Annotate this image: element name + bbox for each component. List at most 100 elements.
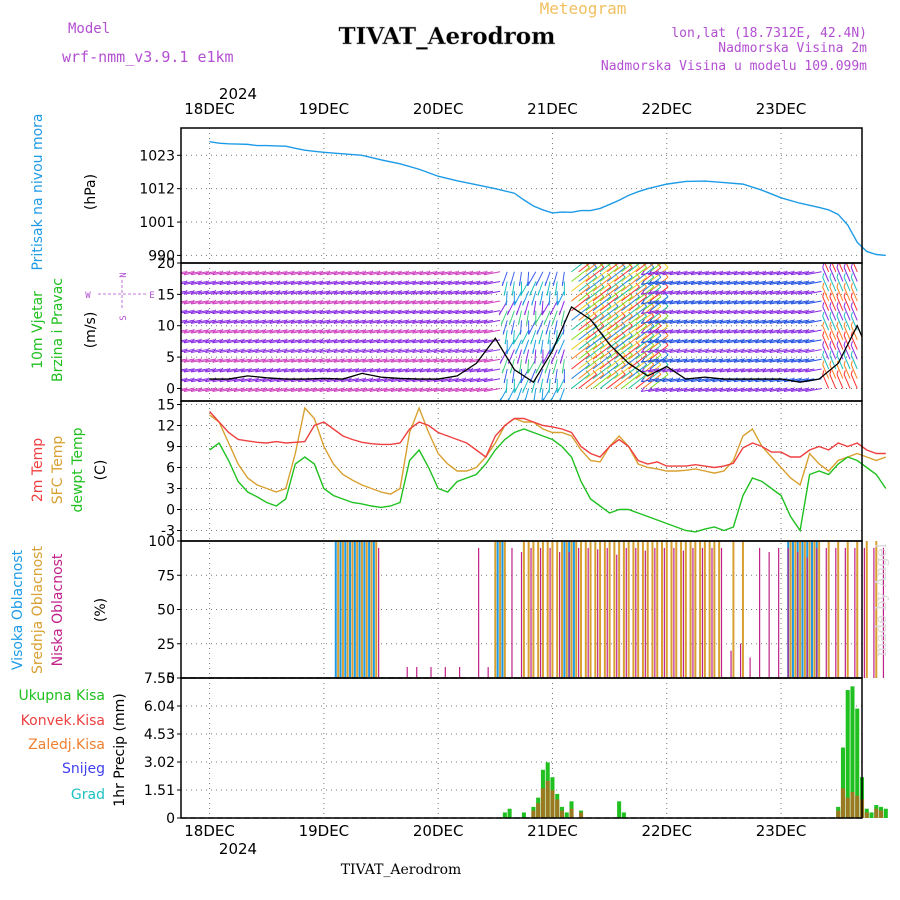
wind-barb-flag: [455, 309, 460, 314]
wind-barb-flag: [469, 328, 474, 334]
bottom-day-label: 20DEC: [413, 822, 464, 840]
wind-barb-flag: [419, 280, 424, 285]
y-tick-label: 15: [157, 398, 175, 414]
panel-frames: [180, 127, 863, 819]
wind-barb-flag: [829, 321, 832, 326]
wind-barb-flag: [850, 341, 853, 346]
wind-barb-flag: [369, 289, 374, 295]
wind-barb-flag: [683, 357, 688, 363]
wind-barb-flag: [690, 299, 695, 305]
wind-barb-flag: [447, 348, 452, 353]
wind-barb-flag: [537, 291, 540, 296]
wind-barb-flag: [585, 321, 590, 327]
wind-barb-flag: [197, 299, 202, 305]
wind-barb-flag: [333, 357, 338, 363]
wind-barb-flag: [769, 328, 774, 334]
wind-barb-flag: [469, 280, 474, 285]
wind-barb-flag: [805, 348, 810, 353]
wind-barb-flag: [726, 387, 731, 392]
year-top: 2024: [219, 85, 257, 103]
wind-barb-flag: [362, 328, 367, 334]
wind-barb-flag: [501, 281, 504, 286]
wind-barb-flag: [655, 309, 660, 314]
wind-barb-flag: [647, 299, 652, 305]
wind-barb-flag: [333, 348, 338, 353]
wind-barb-flag: [790, 280, 795, 285]
wind-barb: [578, 374, 597, 389]
wind-barb: [483, 290, 501, 295]
wind-barb-flag: [205, 387, 210, 392]
wind-barb-flag: [419, 357, 424, 363]
wind-barb-flag: [719, 348, 724, 353]
wind-barb-flag: [340, 270, 345, 276]
wind-barb-flag: [397, 270, 402, 276]
y-tick-label: 6.04: [144, 699, 175, 715]
wind-barb-flag: [483, 387, 488, 392]
convective-precip-bar: [540, 788, 545, 818]
wind-barb: [829, 267, 837, 282]
wind-barb-flag: [783, 309, 788, 314]
wind-barb-flag: [412, 309, 417, 314]
wind-barb-flag: [362, 348, 367, 353]
sfc-temp-line: [209, 406, 887, 495]
meteogram-subtitle: Meteogram: [540, 0, 627, 18]
wind-barb-flag: [599, 311, 605, 317]
wind-barb-flag: [669, 280, 674, 285]
wind-barb-flag: [635, 292, 640, 298]
wind-barb-flag: [476, 377, 481, 383]
wind-barb-flag: [755, 319, 760, 324]
wind-barb-flag: [190, 357, 195, 363]
wind-barb-flag: [376, 299, 381, 305]
wind-speed-line: [209, 305, 862, 384]
wind-barb-flag: [405, 319, 410, 324]
wind-barb-flag: [290, 319, 295, 324]
wind-barb-flag: [440, 289, 445, 295]
wind-barb-flag: [455, 357, 460, 363]
wind-barb-flag: [669, 377, 674, 383]
wind-barb: [585, 335, 605, 350]
wind-barb-flag: [355, 328, 360, 334]
wind-barb-flag: [676, 357, 681, 363]
wind-barb: [181, 329, 186, 332]
wind-barb-flag: [376, 377, 381, 383]
wind-barb-flag: [556, 388, 560, 393]
wind-barb: [614, 263, 627, 273]
wind-barb-flag: [769, 270, 774, 276]
wind-barb-flag: [621, 272, 626, 278]
wind-barb-flag: [628, 292, 633, 298]
wind-barb-flag: [305, 270, 310, 276]
wind-barb-flag: [805, 338, 810, 344]
wind-barb-flag: [740, 367, 745, 373]
wind-barb-flag: [226, 309, 231, 314]
wind-barb-flag: [383, 309, 388, 314]
wind-barb-flag: [190, 328, 195, 334]
wind-barb-flag: [690, 309, 695, 314]
wind-barb-flag: [635, 311, 640, 317]
wind-barb: [829, 296, 837, 311]
wind-barb: [599, 315, 619, 331]
wind-barb-flag: [340, 309, 345, 314]
wind-barb: [642, 263, 656, 273]
wind-barb: [829, 345, 837, 360]
wind-barb-flag: [483, 270, 488, 276]
wind-barb: [606, 374, 626, 389]
wind-barb-flag: [376, 357, 381, 363]
wind-barb-flag: [233, 289, 238, 295]
wind-barb: [822, 277, 830, 292]
wind-barb-flag: [462, 299, 467, 305]
wind-barb: [483, 378, 501, 383]
wind-barb-flag: [262, 289, 267, 295]
wind-barb-flag: [705, 309, 710, 314]
wind-barb-flag: [505, 349, 509, 355]
wind-barb: [805, 271, 822, 276]
wind-barb-flag: [369, 367, 374, 373]
wind-barb-flag: [628, 331, 633, 336]
wind-barb-flag: [607, 254, 611, 258]
wind-barb-flag: [592, 302, 598, 307]
wind-barb-flag: [585, 350, 590, 356]
wind-barb-flag: [635, 321, 640, 327]
total-precip-bar: [521, 812, 526, 818]
wind-barb-flag: [419, 387, 424, 392]
wind-barb-flag: [240, 387, 245, 392]
wind-barb-flag: [247, 299, 252, 305]
